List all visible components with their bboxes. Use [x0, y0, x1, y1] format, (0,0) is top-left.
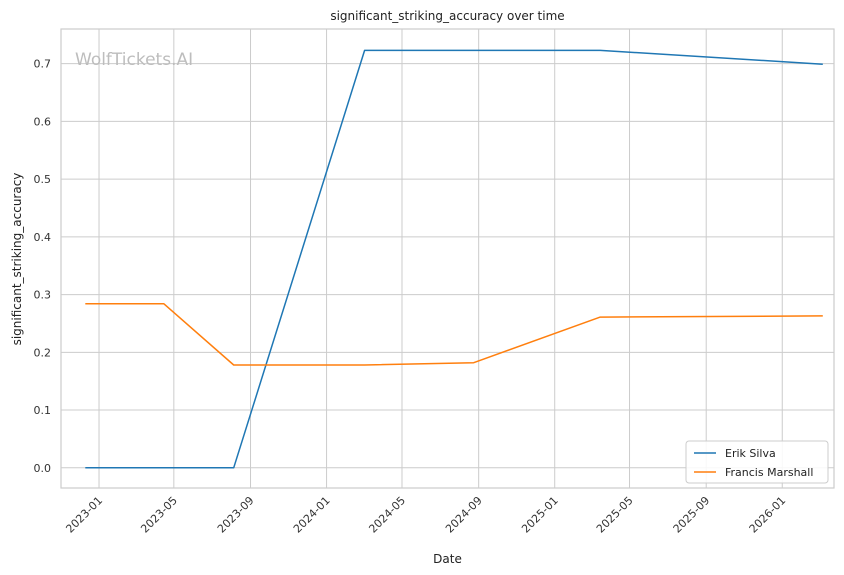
y-tick-label: 0.7: [34, 58, 52, 71]
series-line-francis-marshall: [85, 303, 823, 366]
plot-area: [60, 28, 835, 489]
y-tick-label: 0.0: [34, 462, 52, 475]
legend-label-francis-marshall: Francis Marshall: [725, 466, 813, 479]
y-tick-label: 0.4: [34, 231, 52, 244]
y-axis-title: significant_striking_accuracy: [10, 173, 24, 346]
y-tick-label: 0.3: [34, 289, 52, 302]
x-axis-title: Date: [433, 552, 462, 566]
series-layer: [85, 49, 823, 469]
legend: Erik Silva Francis Marshall: [685, 440, 829, 484]
y-tick-label: 0.1: [34, 404, 52, 417]
watermark: WolfTickets.AI: [75, 50, 193, 70]
y-tick-labels: 0.0 0.1 0.2 0.3 0.4 0.5 0.6 0.7: [34, 58, 52, 475]
y-tick-label: 0.2: [34, 346, 52, 359]
chart-title: significant_striking_accuracy over time: [330, 9, 564, 23]
y-tick-label: 0.6: [34, 115, 52, 128]
series-line-erik-silva: [85, 49, 823, 469]
y-tick-label: 0.5: [34, 173, 52, 186]
grid: [61, 29, 834, 488]
legend-box: [685, 440, 829, 484]
legend-label-erik-silva: Erik Silva: [725, 447, 776, 460]
